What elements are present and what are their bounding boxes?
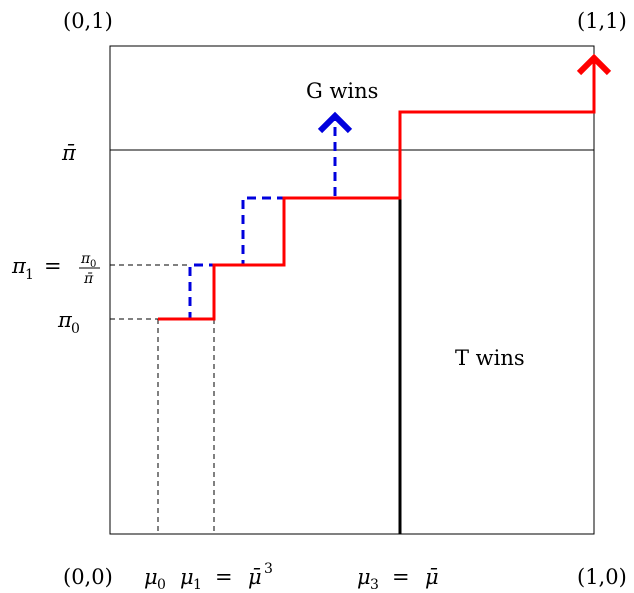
pi0-label: π 0 bbox=[57, 308, 80, 337]
mu1-equals: = bbox=[215, 565, 233, 589]
pi1-symbol: π bbox=[11, 254, 27, 278]
unit-square bbox=[109, 45, 595, 535]
mu0-subscript: 0 bbox=[157, 577, 166, 593]
t-path-red bbox=[158, 53, 612, 321]
pi1-numerator-subscript: 0 bbox=[90, 259, 96, 270]
mu1-label: μ 1 = μ̄ 3 bbox=[180, 561, 273, 593]
pi1-equals: = bbox=[44, 254, 62, 278]
corner-top-left: (0,1) bbox=[63, 9, 113, 33]
mu1-exponent: 3 bbox=[264, 561, 273, 577]
mu1-symbol: μ bbox=[180, 565, 194, 589]
mu3-label: μ 3 = μ̄ bbox=[357, 565, 439, 593]
mu3-equals: = bbox=[392, 565, 410, 589]
corner-top-right: (1,1) bbox=[577, 9, 627, 33]
g-path-blue-dashed bbox=[158, 111, 353, 321]
pi0-symbol: π bbox=[57, 308, 73, 332]
mu0-label: μ 0 bbox=[144, 565, 166, 593]
pi1-numerator: π bbox=[80, 251, 91, 267]
corner-bottom-right: (1,0) bbox=[577, 565, 627, 589]
pi0-subscript: 0 bbox=[71, 321, 80, 337]
pi1-label: π 1 = π 0 π̄ bbox=[11, 251, 100, 287]
corner-bottom-left: (0,0) bbox=[63, 565, 113, 589]
pi-bar-label: π̄ bbox=[61, 141, 77, 165]
mu3-mu-bar: μ̄ bbox=[425, 565, 439, 589]
pi1-denominator: π̄ bbox=[83, 271, 94, 287]
mu1-subscript: 1 bbox=[193, 577, 202, 593]
mu3-symbol: μ bbox=[357, 565, 371, 589]
t-wins-label: T wins bbox=[455, 346, 525, 370]
mu1-mu-bar: μ̄ bbox=[248, 565, 262, 589]
pi1-subscript: 1 bbox=[25, 267, 34, 283]
g-wins-label: G wins bbox=[306, 79, 378, 103]
mu3-subscript: 3 bbox=[370, 577, 379, 593]
mu0-symbol: μ bbox=[144, 565, 158, 589]
